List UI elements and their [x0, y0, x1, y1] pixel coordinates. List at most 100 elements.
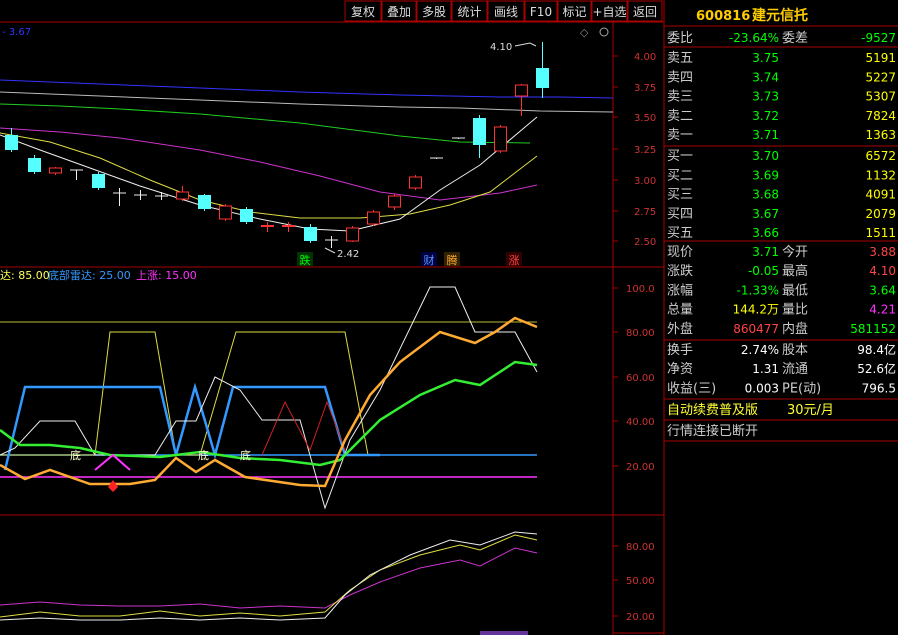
weibi-label: 委比 [667, 31, 693, 46]
weibi-value: -23.64% [729, 31, 779, 45]
toolbar-button-7[interactable]: +自选 [591, 0, 628, 22]
buy-price: 3.70 [752, 149, 779, 163]
ind2-yellow [0, 534, 538, 618]
event-marker[interactable]: 腾 [447, 253, 458, 267]
candle [92, 172, 105, 190]
scroll-indicator[interactable] [480, 631, 528, 635]
ma-line-blue [0, 79, 614, 99]
sell-level-row: 卖一 3.71 1363 [667, 128, 896, 143]
indicator-tick-label: 40.00 [626, 417, 655, 428]
fundamental-label: 股本 [782, 343, 808, 358]
indicator-tick-label: 100.0 [626, 284, 655, 295]
candle [388, 194, 401, 210]
event-marker[interactable]: 跌 [300, 253, 311, 267]
toolbar-button-label: 标记 [562, 5, 586, 19]
toolbar-button-label: +自选 [592, 5, 626, 19]
quote-value: 3.88 [869, 245, 896, 259]
sell-level-label: 卖二 [667, 109, 693, 124]
toolbar-button-0[interactable]: 复权 [344, 0, 382, 22]
high-pointer [514, 42, 537, 47]
candle [219, 204, 232, 221]
candle [346, 226, 359, 242]
toolbar-button-5[interactable]: F10 [524, 0, 558, 22]
sell-level-label: 卖一 [667, 128, 693, 143]
buy-price: 3.66 [752, 226, 779, 240]
candle-body [409, 176, 422, 189]
price-tick-label: 3.00 [634, 176, 656, 187]
ma-line-magenta [0, 127, 538, 201]
candle-body [92, 174, 105, 188]
candle-body [219, 205, 232, 220]
toolbar-button-frame [627, 0, 663, 22]
settings-dot-icon[interactable] [599, 27, 609, 37]
indicator-panel-2[interactable]: 80.00 50.00 20.00 [0, 531, 655, 635]
sell-price: 3.75 [752, 51, 779, 65]
candle [536, 42, 549, 98]
fundamental-value: 1.31 [752, 362, 779, 376]
quote-value: 860477 [733, 322, 779, 336]
candle [367, 210, 380, 226]
ad-text: 自动续费普及版 [667, 403, 758, 418]
event-marker[interactable]: 涨 [509, 254, 520, 267]
quote-label: 最低 [782, 283, 808, 298]
fundamental-row: 收益(三) 0.003 PE(动) 796.5 [667, 381, 896, 396]
price-tick-label: 3.25 [634, 145, 656, 156]
buy-price: 3.67 [752, 207, 779, 221]
buy-volume: 2079 [865, 207, 896, 221]
candle [494, 125, 507, 153]
candle [282, 222, 295, 232]
quote-row: 总量 144.2万 量比 4.21 [667, 303, 896, 318]
price-chart[interactable]: - 3.67 ◇ 4.00 3.75 3.50 3.25 3.00 2.75 2.50 4.10 2… [0, 26, 656, 267]
buy-price: 3.68 [752, 188, 779, 202]
event-marker[interactable]: 财 [424, 253, 435, 267]
indicator-orange [0, 316, 538, 488]
quote-row: 现价 3.71 今开 3.88 [667, 244, 896, 260]
quote-value: -0.05 [748, 264, 779, 278]
candle [134, 190, 147, 200]
fundamental-label: 换手 [667, 343, 693, 358]
toolbar-button-3[interactable]: 统计 [451, 0, 488, 22]
toolbar-button-4[interactable]: 画线 [487, 0, 525, 22]
toolbar-button-frame [451, 0, 488, 22]
quote-label: 最高 [782, 263, 808, 279]
fundamental-value: 98.4亿 [857, 342, 896, 357]
fundamental-label: 收益(三) [667, 381, 716, 396]
low-price-label: 2.42 [337, 249, 359, 260]
toolbar: 复权 叠加 多股 统计 画线 F10 标记 +自选 返回 [344, 0, 663, 22]
toolbar-button-frame [591, 0, 628, 22]
price-tick-label: 2.75 [634, 207, 656, 218]
fundamental-row: 净资 1.31 流通 52.6亿 [667, 361, 896, 377]
chart-frame [0, 0, 665, 635]
candle [240, 207, 253, 224]
toolbar-button-8[interactable]: 返回 [627, 0, 663, 22]
candle [409, 175, 422, 190]
candle-body [536, 68, 549, 88]
ma-line-white [0, 116, 538, 232]
quote-value: 581152 [850, 322, 896, 336]
toolbar-button-1[interactable]: 叠加 [381, 0, 417, 22]
sell-level-row: 卖五 3.75 5191 [667, 51, 896, 66]
fundamental-value: 2.74% [741, 343, 779, 357]
toolbar-button-6[interactable]: 标记 [557, 0, 592, 22]
buy-volume: 1132 [865, 168, 896, 182]
price-tick-label: 4.00 [634, 52, 656, 63]
toolbar-button-frame [416, 0, 452, 22]
quote-value: 144.2万 [733, 303, 779, 317]
subscription-ad[interactable]: 自动续费普及版 30元/月 [667, 403, 834, 418]
bottom-signal-label: 底 [70, 448, 81, 462]
sell-price: 3.72 [752, 109, 779, 123]
toolbar-button-frame [524, 0, 558, 22]
quote-row: 涨幅 -1.33% 最低 3.64 [667, 283, 896, 298]
candle [430, 157, 443, 159]
sell-price: 3.71 [752, 128, 779, 142]
quote-label: 今开 [782, 244, 808, 260]
ind2-white [0, 531, 538, 621]
quote-value: 3.71 [752, 245, 779, 259]
diamond-icon[interactable]: ◇ [580, 26, 589, 39]
quote-value: 4.10 [869, 264, 896, 278]
candle-body [176, 191, 189, 200]
toolbar-button-label: 多股 [422, 5, 446, 19]
toolbar-button-2[interactable]: 多股 [416, 0, 452, 22]
